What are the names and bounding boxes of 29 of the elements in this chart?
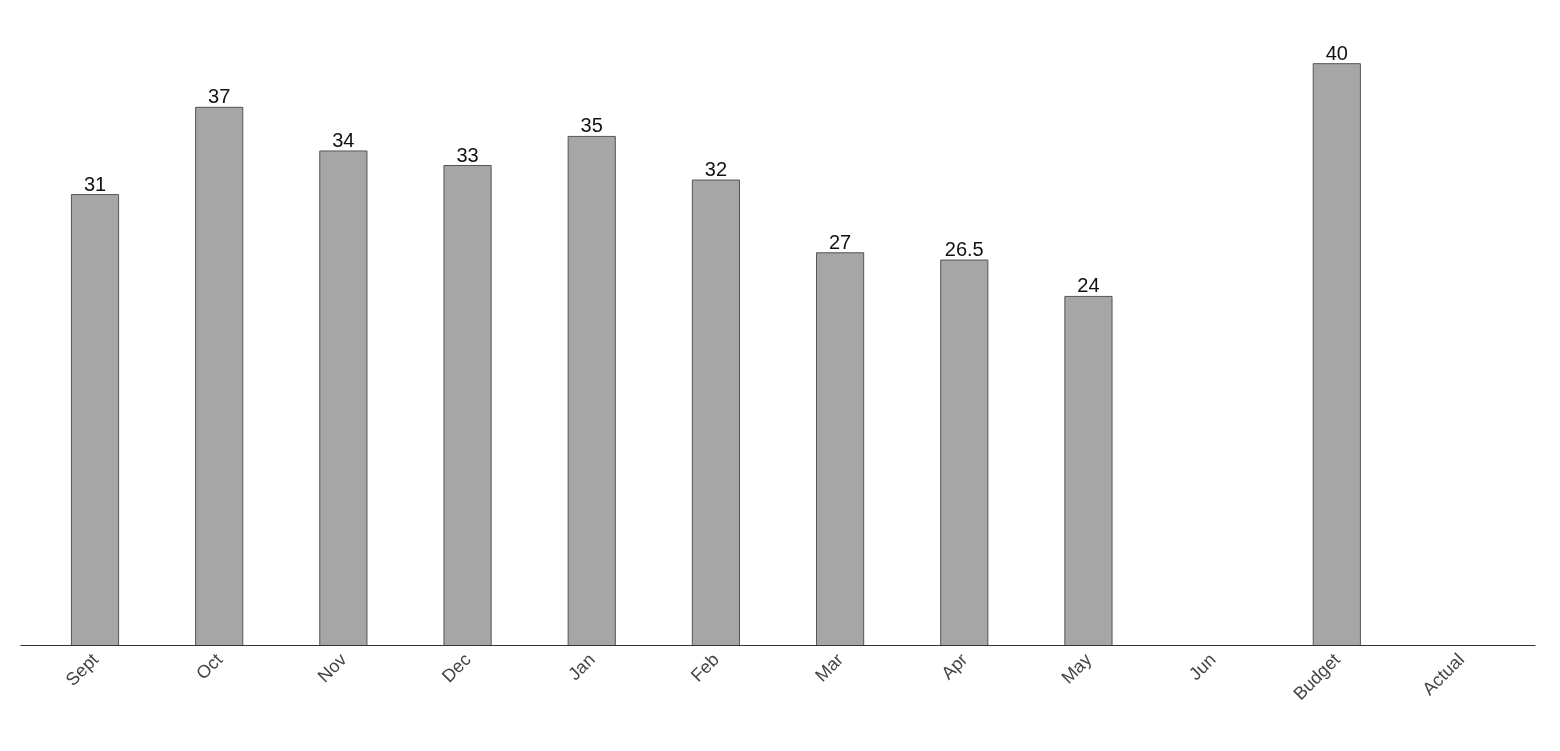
bar (816, 252, 865, 646)
bar (70, 194, 120, 646)
x-tick-label: Dec (437, 649, 475, 687)
x-tick-label: Apr (937, 649, 972, 684)
data-label: 31 (83, 172, 107, 195)
x-tick-label: Jun (1185, 649, 1220, 685)
data-label: 32 (704, 158, 728, 181)
bar (940, 259, 989, 646)
data-label: 37 (208, 85, 231, 108)
bar (1312, 63, 1361, 646)
bar (195, 106, 244, 646)
x-tick-label: Feb (686, 649, 723, 686)
x-tick-label: Oct (192, 649, 227, 684)
bar (443, 165, 492, 646)
x-tick-label: Nov (313, 649, 351, 687)
data-label: 34 (332, 128, 355, 151)
x-tick-label: Mar (811, 649, 848, 686)
data-label: 24 (1077, 274, 1100, 297)
data-label: 26.5 (944, 238, 984, 261)
bar (1064, 295, 1113, 646)
x-tick-label: May (1057, 649, 1096, 688)
data-label: 33 (456, 143, 479, 166)
bar (319, 150, 368, 646)
data-label: 40 (1325, 41, 1348, 64)
bar (691, 179, 740, 646)
x-tick-label: Jan (564, 649, 599, 685)
data-label: 35 (580, 114, 603, 137)
bar (567, 135, 616, 646)
data-label: 27 (828, 230, 852, 253)
